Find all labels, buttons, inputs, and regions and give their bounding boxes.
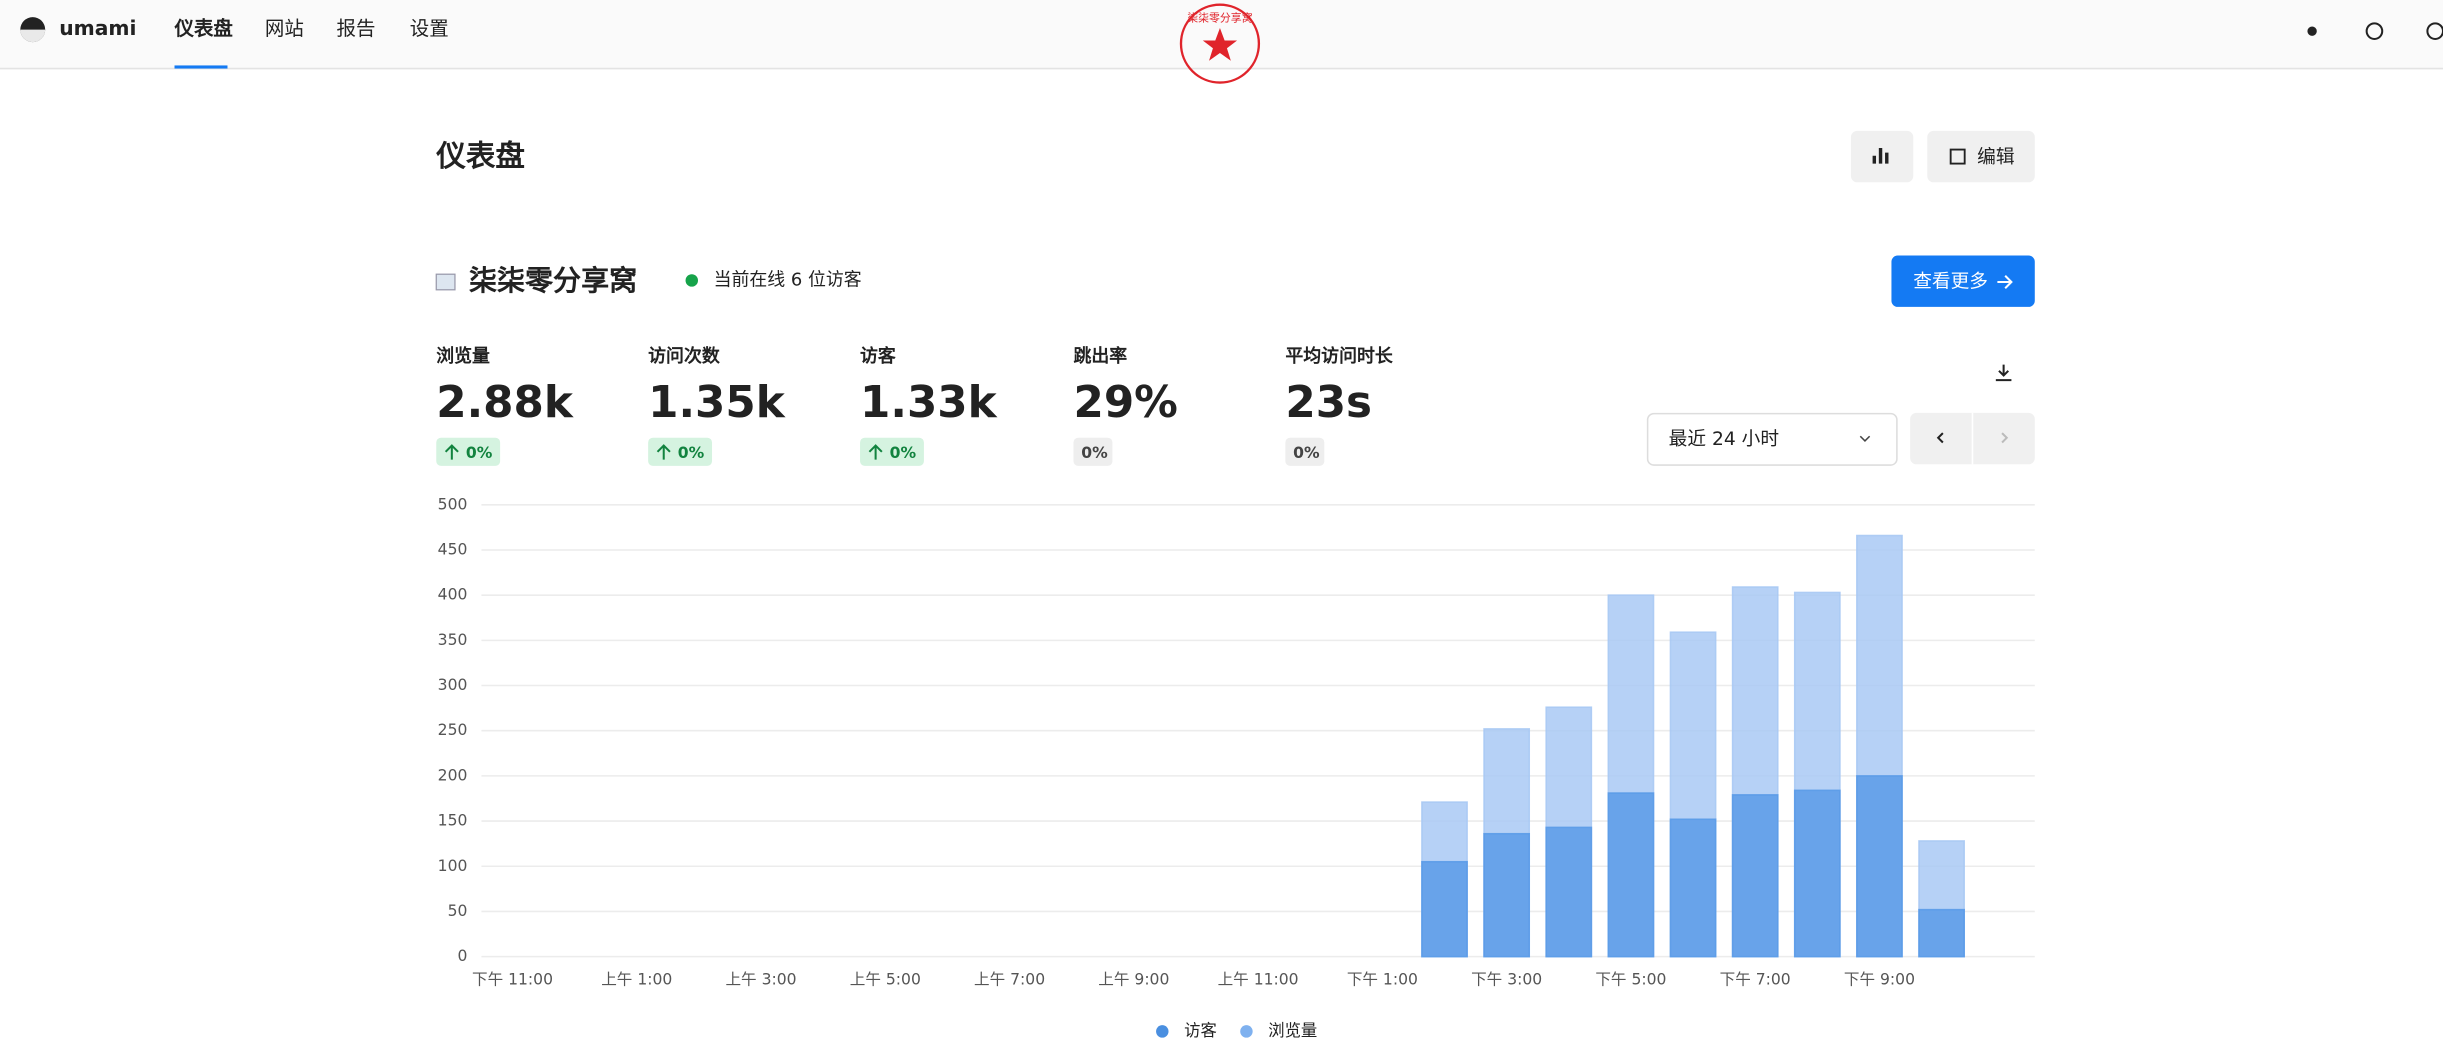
y-tick-label: 450: [438, 540, 468, 558]
y-tick-label: 300: [438, 676, 468, 694]
logo-cut: [20, 29, 46, 43]
favicon: [435, 273, 456, 291]
stat-change-badge: [1073, 437, 1113, 466]
bar: [1793, 789, 1841, 958]
more-button[interactable]: [1891, 255, 2035, 307]
legend-label[interactable]: 浏览量: [1268, 1021, 1317, 1040]
stat-value: 23s: [1285, 378, 1372, 428]
chart: 0 50 100 150 200 250 300 350 400 450 500 下午 11:00 上午…: [438, 495, 2035, 1040]
x-tick-label: 上午 5:00: [850, 970, 921, 988]
up-arrow: [868, 444, 883, 460]
edit-icon: [1949, 148, 1966, 165]
stamp-text: 柒柒零分享窝: [1187, 11, 1252, 25]
y-tick-label: 100: [438, 857, 468, 875]
x-tick-label: 上午 3:00: [725, 970, 796, 988]
up-arrow: [656, 444, 671, 460]
range-select[interactable]: [1646, 412, 1898, 466]
stat-label: 访问次数: [648, 345, 720, 367]
range-label[interactable]: 最近 24 小时: [1669, 429, 1779, 450]
download-icon[interactable]: [1995, 364, 2012, 382]
nav: 仪表盘 网站 报告 设置: [174, 17, 449, 69]
chart-icon: [1872, 148, 1889, 164]
stat-change-badge: [1285, 437, 1325, 466]
stat-value: 1.35k: [648, 378, 786, 428]
up-arrow: [444, 444, 459, 460]
bar: [1545, 826, 1593, 958]
bar: [1607, 792, 1655, 958]
theme-icon[interactable]: [2307, 26, 2317, 36]
page-title: 仪表盘: [435, 139, 525, 173]
brand[interactable]: umami: [59, 16, 136, 40]
nav-item[interactable]: 设置: [410, 17, 449, 40]
y-tick-label: 0: [457, 947, 467, 965]
stat-label: 跳出率: [1073, 345, 1127, 367]
stat-change: 0%: [1293, 444, 1320, 462]
y-tick-label: 200: [438, 766, 468, 784]
bar: [1856, 775, 1903, 958]
x-tick-label: 下午 11:00: [472, 970, 553, 988]
online-text: 当前在线 6 位访客: [714, 269, 862, 290]
x-tick-label: 上午 7:00: [974, 970, 1045, 988]
stat-change: 0%: [678, 444, 705, 462]
y-tick-label: 50: [448, 902, 468, 920]
bar: [1421, 860, 1468, 958]
chevron: [1859, 435, 1871, 443]
nav-item[interactable]: 网站: [265, 17, 304, 40]
x-tick-label: 下午 7:00: [1720, 970, 1791, 988]
edit-label[interactable]: 编辑: [1977, 147, 2014, 168]
x-tick-label: 下午 5:00: [1595, 970, 1666, 988]
x-tick-label: 上午 1:00: [601, 970, 672, 988]
y-tick-label: 150: [438, 812, 468, 830]
edit-button[interactable]: [1927, 130, 2035, 183]
y-tick-label: 250: [438, 721, 468, 739]
bar: [1731, 794, 1779, 958]
site-name[interactable]: 柒柒零分享窝: [469, 264, 637, 297]
y-tick-label: 350: [438, 631, 468, 649]
x-tick-label: 下午 9:00: [1844, 970, 1915, 988]
stat-label: 浏览量: [436, 345, 490, 367]
bar: [1918, 908, 1965, 958]
nav-active-underline: [174, 65, 228, 69]
x-tick-label: 下午 3:00: [1471, 970, 1542, 988]
x-tick-label: 下午 1:00: [1347, 970, 1418, 988]
stat-label: 平均访问时长: [1285, 345, 1393, 367]
nav-item[interactable]: 报告: [337, 17, 376, 40]
legend-marker: [1240, 1025, 1253, 1038]
language-icon[interactable]: [2365, 22, 2384, 40]
more-label[interactable]: 查看更多: [1913, 272, 1988, 293]
arrow-icon: [1997, 275, 2013, 289]
next-button[interactable]: [2001, 432, 2009, 444]
prev-button[interactable]: [1936, 432, 1944, 444]
stamp: 柒柒零分享窝: [1179, 3, 1261, 84]
online-dot: [685, 274, 699, 287]
nav-item[interactable]: 仪表盘: [174, 17, 233, 40]
stat-change: 0%: [890, 444, 917, 462]
stat-label: 访客: [860, 345, 897, 367]
legend-label[interactable]: 访客: [1184, 1021, 1217, 1040]
bar: [1483, 832, 1531, 958]
legend-marker: [1156, 1025, 1169, 1038]
stat-value: 2.88k: [436, 378, 574, 428]
bar: [1669, 818, 1717, 958]
stats: 浏览量 2.88k 0% 访问次数 1.35k 0% 访客 1.33k 0% 跳出率 29% 0% 平均…: [436, 345, 1393, 466]
x-tick-label: 上午 9:00: [1098, 970, 1169, 988]
stat-change: 0%: [466, 444, 493, 462]
y-tick-label: 400: [438, 586, 468, 604]
stat-value: 29%: [1073, 378, 1177, 428]
stat-value: 1.33k: [860, 378, 998, 428]
stat-change: 0%: [1081, 444, 1108, 462]
y-tick-label: 500: [438, 495, 468, 513]
x-tick-label: 上午 11:00: [1218, 970, 1299, 988]
